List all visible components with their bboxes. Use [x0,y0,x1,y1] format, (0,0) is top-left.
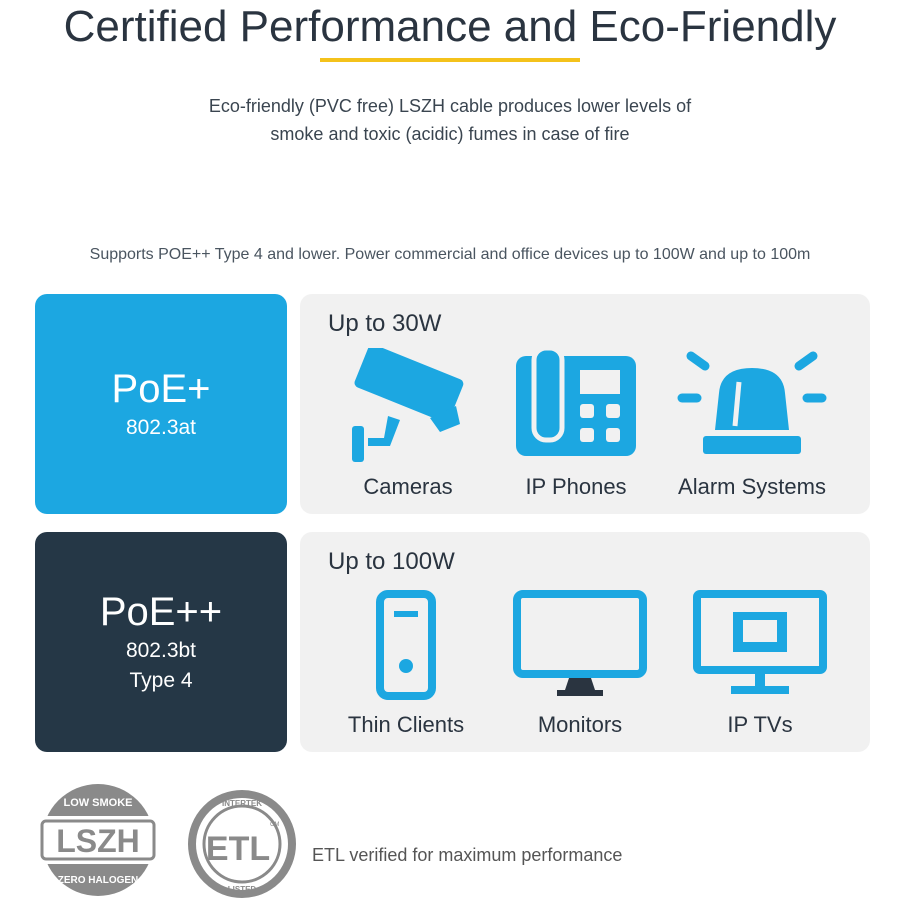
subtitle: Eco-friendly (PVC free) LSZH cable produ… [0,92,900,148]
device-ip-tvs: IP TVs [670,586,850,738]
etl-text: ETL [206,830,270,868]
title-underline [320,58,580,62]
device-monitors: Monitors [490,586,670,738]
alarm-beacon-icon [677,351,827,454]
desk-phone-icon [516,348,636,456]
device-label: IP Phones [525,474,627,499]
security-camera-icon [352,348,464,462]
ip-tv-icon [693,590,827,694]
tier-standard: 802.3bt [125,639,197,662]
lszh-top-text: LOW SMOKE [63,797,132,809]
lszh-bottom-text: ZERO HALOGEN [58,875,139,886]
poe-plus-plus-card: PoE++ 802.3bt Type 4 [35,532,287,752]
power-label: Up to 100W [328,548,455,575]
tier-type: Type 4 [129,669,193,692]
thin-client-icon [376,590,436,700]
etl-cm-mark: CM [270,822,279,828]
device-label: Monitors [537,712,623,737]
tier-name: PoE++ [99,590,223,634]
etl-top-text: INTERTEK [222,799,262,808]
device-alarm-systems: Alarm Systems [662,348,842,500]
device-cameras: Cameras [318,348,498,500]
subtitle-line: smoke and toxic (acidic) fumes in case o… [270,124,630,144]
device-label: Thin Clients [347,712,465,737]
device-label: IP TVs [727,712,793,737]
poe-plus-card: PoE+ 802.3at [35,294,287,514]
tier-name: PoE+ [111,367,211,411]
etl-listed-badge: INTERTEK ETL CM LISTED [188,790,296,898]
device-label: Cameras [363,474,453,499]
etl-bottom-text: LISTED [228,885,257,894]
subtitle-line: Eco-friendly (PVC free) LSZH cable produ… [208,96,692,116]
device-thin-clients: Thin Clients [316,586,496,738]
tier-standard: 802.3at [125,416,197,439]
power-label: Up to 30W [328,310,442,337]
lszh-badge: LSZH LOW SMOKE ZERO HALOGEN [36,784,160,896]
device-label: Alarm Systems [678,474,826,499]
monitor-icon [513,590,647,696]
device-ip-phones: IP Phones [486,348,666,500]
lszh-text: LSZH [56,823,140,859]
supports-text: Supports POE++ Type 4 and lower. Power c… [89,246,811,263]
devices-30w-panel: Up to 30W Cameras IP Phones Alarm System… [300,294,870,514]
etl-caption: ETL verified for maximum performance [312,845,623,865]
page-title: Certified Performance and Eco-Friendly [63,2,837,51]
devices-100w-panel: Up to 100W Thin Clients Monitors IP TVs [300,532,870,752]
